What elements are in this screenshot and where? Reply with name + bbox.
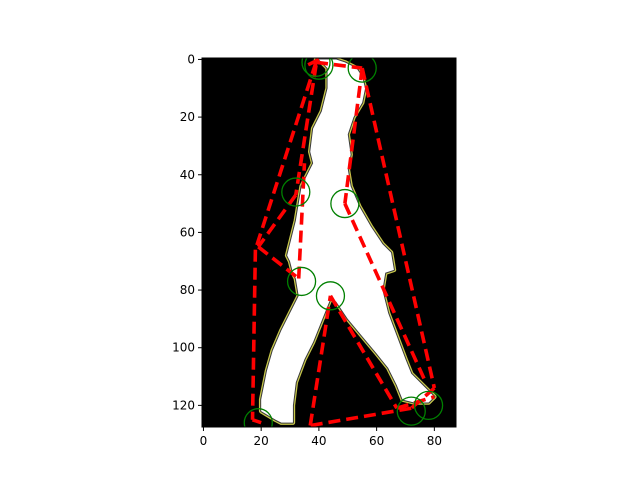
y-tick-label: 60 [180,225,195,239]
hull-segment [250,249,258,420]
y-tick-label: 40 [180,168,195,182]
keypoint-marker [286,266,317,297]
x-tick-label: 0 [200,434,208,448]
hull-segment [396,395,435,410]
hull-segment [257,245,300,280]
y-tick-label: 0 [187,52,195,66]
keypoint-marker [413,390,444,421]
hull-segment [328,294,399,410]
keypoint-marker [315,281,346,311]
keypoint-marker [301,58,331,77]
hull-segment [343,67,364,204]
plot-frame [201,57,457,428]
person-silhouette [261,59,435,423]
hull-segment [308,295,333,426]
hull-segment [315,60,363,70]
x-tick-label: 20 [254,434,269,448]
keypoint-marker [396,396,426,426]
hull-segment [253,61,318,251]
keypoint-marker [347,58,377,83]
hull-segment [294,64,318,196]
x-tick-label: 40 [311,434,326,448]
keypoint-marker [243,408,273,427]
y-tick-label: 120 [172,398,195,412]
x-tick-label: 80 [427,434,442,448]
hull-segment [251,418,262,425]
hull-segment [360,67,437,389]
y-tick-label: 20 [180,110,195,124]
keypoint-marker [304,58,334,80]
y-tick-label: 100 [172,341,195,355]
y-tick-label: 80 [180,283,195,297]
hull-segment [256,193,298,248]
hull-segment [296,163,307,279]
keypoint-marker [281,177,311,207]
axes: 0 20 40 60 80 0 20 40 60 80 100 120 [172,52,457,448]
x-tick-label: 60 [369,434,384,448]
hull-segment [306,58,320,67]
keypoint-marker [330,188,360,219]
hull-segment [343,202,428,384]
